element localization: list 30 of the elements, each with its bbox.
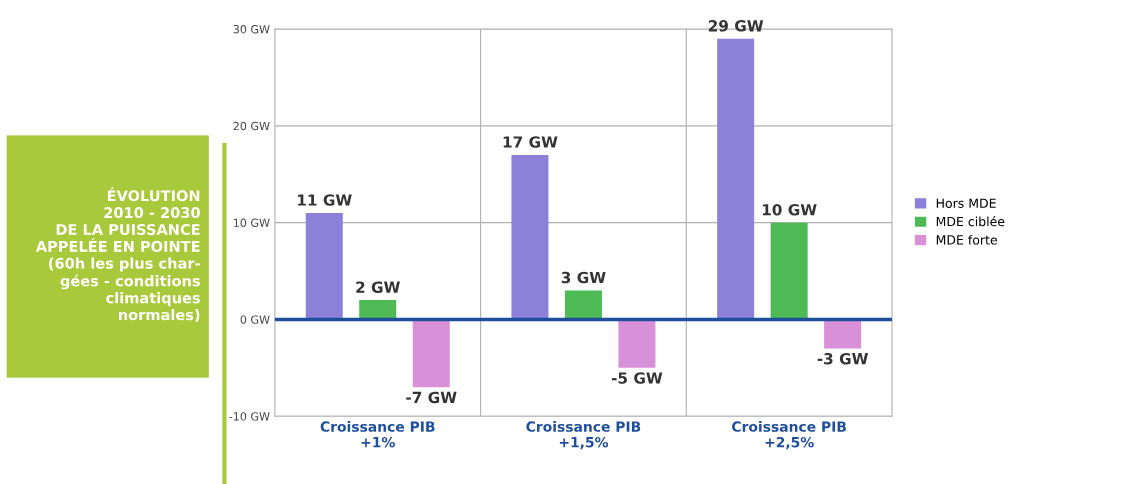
bar	[770, 222, 808, 320]
x-tick-label: Croissance PIB +1,5%	[526, 421, 641, 450]
data-label: 29 GW	[708, 20, 764, 32]
data-label: -5 GW	[611, 372, 663, 384]
y-tick-label: 30 GW	[233, 25, 270, 34]
bar	[359, 300, 397, 320]
y-tick-label: 0 GW	[240, 315, 270, 324]
bar	[618, 319, 656, 368]
data-label: 11 GW	[298, 194, 352, 206]
y-tick-label: 10 GW	[233, 218, 270, 228]
x-tick-label: Croissance PIB +2,5%	[732, 421, 846, 450]
bar	[564, 290, 602, 320]
data-label: -3 GW	[817, 352, 868, 365]
data-label: 10 GW	[762, 203, 817, 216]
data-label: -7 GW	[406, 391, 457, 404]
legend-label: MDE forte	[936, 234, 997, 245]
bar	[412, 319, 450, 388]
bar	[717, 38, 755, 320]
bar	[305, 212, 343, 320]
legend-label: MDE ciblée	[936, 216, 1005, 227]
y-tick-label: -10 GW	[229, 412, 270, 421]
legend-label: Hors MDE	[936, 198, 996, 208]
data-label: 2 GW	[356, 281, 400, 293]
data-label: 3 GW	[561, 271, 606, 284]
x-tick-label: Croissance PIB +1%	[320, 421, 435, 448]
bar	[824, 319, 862, 349]
bar	[511, 154, 549, 320]
text: ÉVOLUTION 2010 - 2030 DE LA PUISSANCE APPELÉE EN POINTE (60h les plus char- gées - conditions climatiques normales)	[35, 187, 200, 322]
y-tick-label: 20 GW	[233, 121, 270, 131]
data-label: 17 GW	[503, 136, 558, 148]
